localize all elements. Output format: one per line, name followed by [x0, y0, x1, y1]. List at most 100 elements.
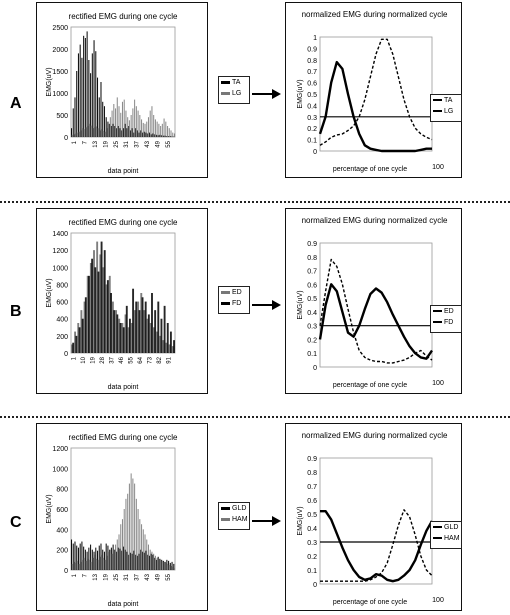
bar-lg [128, 120, 130, 137]
x-tick-label: 55 [128, 356, 134, 363]
y-tick-label: 0.9 [307, 241, 317, 248]
bar-ta [83, 35, 85, 137]
legend-swatch [433, 310, 442, 313]
bar-ham [139, 519, 141, 570]
bar-gld [109, 549, 111, 570]
y-tick-label: 0.6 [307, 81, 317, 88]
chart-title: rectified EMG during one cycle [69, 433, 178, 442]
bar-lg [130, 115, 132, 137]
bar-ham [130, 473, 132, 570]
chart-title: normalized EMG during normalized cycle [302, 10, 448, 19]
bar-ham [154, 555, 156, 570]
bar-gld [131, 553, 133, 570]
bar-lg [115, 108, 117, 137]
bar-ta [105, 117, 107, 137]
bar-ed [80, 310, 83, 353]
bar-ed [108, 275, 111, 353]
y-tick-label: 0 [313, 149, 317, 156]
raw-emg-panel-b: rectified EMG during one cycle 1400 1200 10… [36, 208, 208, 394]
y-tick-label: 1000 [52, 265, 68, 272]
bar-lg [109, 117, 111, 137]
bar-ham [113, 549, 115, 570]
y-tick-label: 1400 [52, 231, 68, 238]
bar-ed [115, 310, 118, 353]
legend-swatch [221, 506, 230, 510]
legend-swatch [221, 80, 230, 84]
bar-lg [102, 130, 104, 137]
bar-ta [110, 126, 112, 137]
y-tick-label: 0 [64, 135, 68, 142]
bar-lg [111, 110, 113, 137]
bar-gld [169, 562, 171, 570]
bar-gld [124, 549, 126, 570]
bar-ed [121, 323, 124, 353]
bar-ham [109, 549, 111, 570]
row-label-b: B [10, 303, 22, 320]
bar-fd [72, 342, 75, 353]
bar-fd [91, 258, 94, 353]
y-tick-label: 0.5 [307, 92, 317, 99]
bar-lg [144, 123, 146, 137]
bar-lg [137, 110, 139, 137]
bar-ham [135, 498, 137, 570]
bar-ta [143, 131, 145, 137]
bar-lg [83, 129, 85, 137]
legend-label: TA [232, 78, 241, 86]
y-tick-label: 500 [56, 113, 68, 120]
bar-ham [147, 544, 149, 570]
bar-ta [74, 97, 76, 137]
x-tick-label: 55 [166, 140, 172, 147]
bar-lg [90, 125, 92, 137]
bar-gld [152, 554, 154, 570]
bar-ta [129, 130, 131, 137]
raw-emg-panel-c-svg: rectified EMG during one cycle1200100080… [46, 433, 178, 608]
bar-ed [118, 318, 121, 353]
bar-fd [116, 314, 119, 353]
series-line-fd [318, 283, 433, 360]
bar-lg [95, 126, 97, 137]
y-tick-label: 1200 [52, 446, 68, 453]
series-line-ham [320, 509, 433, 582]
x-tick-label: 25 [114, 573, 120, 580]
bar-fd [81, 318, 84, 353]
bar-gld [166, 559, 168, 570]
bar-lg [170, 130, 172, 137]
bar-ham [125, 498, 127, 570]
legend-swatch [221, 291, 230, 295]
bar-ham [118, 534, 120, 570]
arrow-right-icon [252, 89, 281, 100]
bar-gld [119, 548, 121, 570]
bar-fd [84, 297, 87, 353]
bar-gld [93, 551, 95, 570]
y-axis-label: EMG(uV) [46, 67, 53, 96]
raw-emg-panel-a-svg: rectified EMG during one cycle2500200015… [46, 12, 178, 175]
row-separator [0, 201, 510, 203]
bar-ham [85, 560, 87, 570]
bar-ta [131, 128, 133, 137]
bar-ham [165, 562, 167, 570]
bar-gld [147, 554, 149, 570]
bar-lg [121, 101, 123, 137]
bar-lg [75, 133, 77, 137]
bar-fd [173, 340, 175, 353]
x-tick-label: 1 [72, 140, 78, 144]
y-tick-label: 1000 [52, 91, 68, 98]
bar-ham [120, 524, 122, 570]
bar-ham [160, 559, 162, 570]
bar-ed [127, 327, 130, 353]
bar-gld [140, 549, 142, 570]
bar-ta [138, 132, 140, 137]
bar-ta [76, 71, 78, 137]
x-tick-label: 37 [135, 140, 141, 147]
normalized-emg-panel-c: normalized EMG during normalized cycle 0.… [285, 423, 462, 611]
bar-ham [111, 553, 113, 570]
bar-ham [156, 557, 158, 570]
bar-gld [100, 543, 102, 570]
bar-ed [152, 327, 155, 353]
bar-lg [132, 108, 134, 137]
raw-emg-panel-c: rectified EMG during one cycle 1200 1000 80… [36, 423, 208, 611]
chart-title: normalized EMG during normalized cycle [302, 431, 448, 440]
bar-lg [85, 127, 87, 137]
bar-gld [157, 556, 159, 570]
y-axis-label: EMG(uV) [297, 79, 304, 108]
